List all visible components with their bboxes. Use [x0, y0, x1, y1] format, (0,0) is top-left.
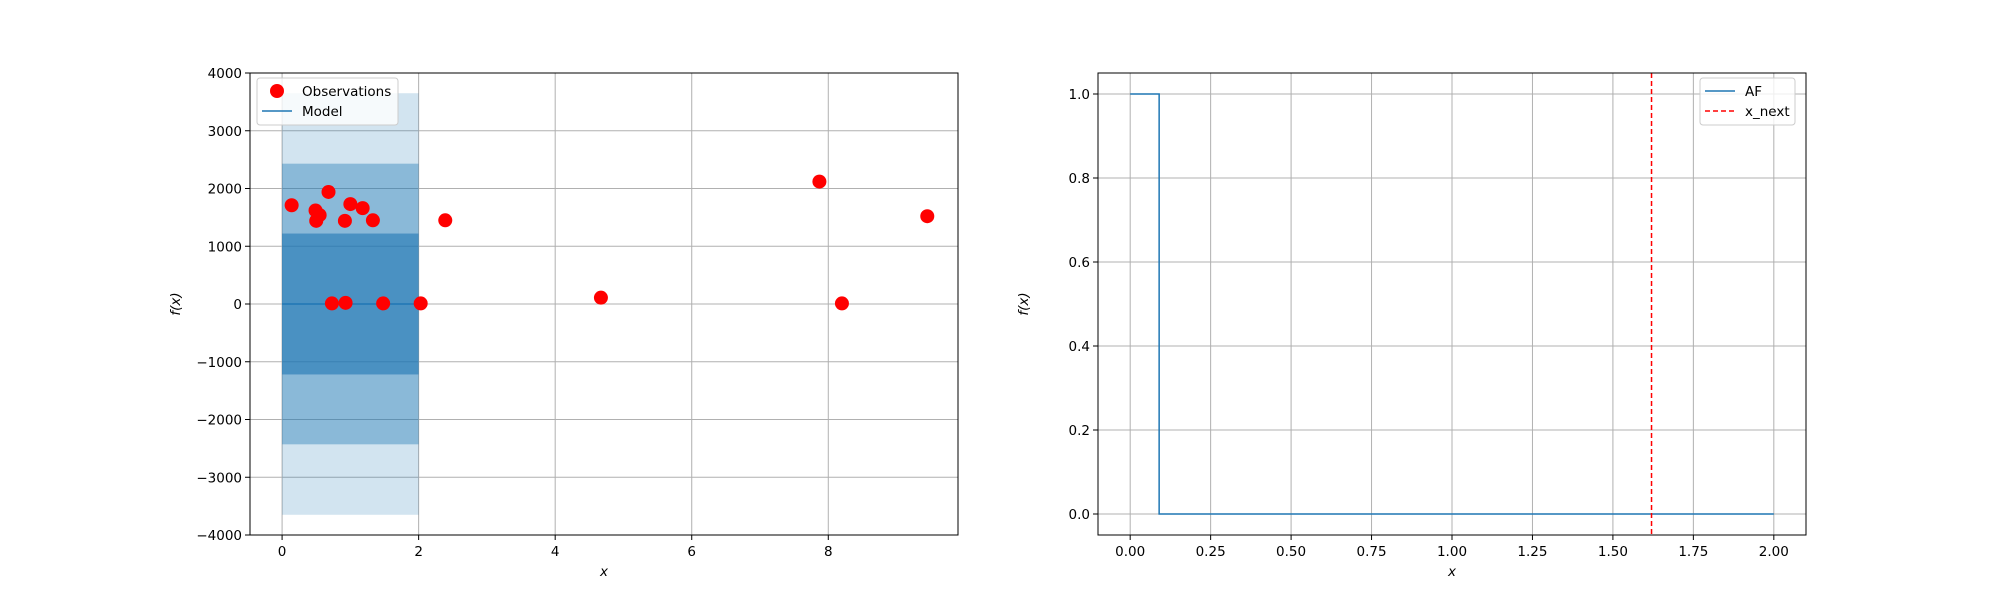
axis-ticks: 0 2 4 6 8 −4000 −3000 −2000 −1000 0 1000 2000 3000 40…	[196, 66, 832, 560]
legend-observations-label: Observations	[302, 84, 391, 100]
af-lines	[1130, 73, 1774, 535]
legend-x-next-label: x_next	[1745, 104, 1790, 120]
x-tick-label: 6	[687, 544, 696, 560]
y-tick-label: −2000	[196, 413, 242, 429]
x-tick-label: 1.75	[1678, 544, 1708, 560]
x-tick-label: 1.00	[1437, 544, 1467, 560]
x-tick-label: 1.50	[1598, 544, 1628, 560]
observation-point	[343, 197, 358, 212]
y-tick-label: 1.0	[1069, 87, 1090, 103]
y-tick-label: −3000	[196, 470, 242, 486]
observation-point	[324, 296, 339, 311]
x-tick-label: 2.00	[1759, 544, 1789, 560]
axes-frame	[1097, 72, 1807, 536]
x-tick-label: 0.50	[1276, 544, 1306, 560]
legend-box	[256, 77, 399, 126]
y-tick-label: 4000	[208, 66, 242, 82]
y-tick-label: 0.2	[1069, 423, 1090, 439]
y-tick-label: −4000	[196, 528, 242, 544]
y-tick-label: −1000	[196, 355, 242, 371]
y-tick-label: 2000	[208, 182, 242, 198]
observation-point	[337, 213, 352, 228]
observation-points	[284, 174, 935, 311]
x-tick-label: 0.00	[1115, 544, 1145, 560]
x-axis-label: x	[599, 564, 609, 580]
x-axis-label: x	[1447, 564, 1457, 580]
legend-box	[1699, 77, 1796, 126]
observation-point	[355, 201, 370, 216]
observation-point	[284, 198, 299, 213]
x-tick-label: 8	[824, 544, 833, 560]
gp-model-plot: 0 2 4 6 8 −4000 −3000 −2000 −1000 0 1000 2000 3000 40…	[168, 66, 959, 580]
observation-point	[438, 213, 453, 228]
observation-point	[312, 208, 327, 223]
legend: Observations Model	[256, 77, 399, 126]
legend-af-label: AF	[1745, 84, 1762, 100]
x-tick-label: 0.75	[1357, 544, 1387, 560]
y-tick-label: 0	[233, 297, 242, 313]
x-tick-label: 0.25	[1196, 544, 1226, 560]
observation-point	[365, 213, 380, 228]
legend-observations-marker	[270, 84, 284, 98]
legend: AF x_next	[1699, 77, 1796, 126]
observation-point	[834, 296, 849, 311]
observation-point	[920, 209, 935, 224]
x-tick-label: 2	[414, 544, 423, 560]
y-axis-label: f(x)	[1016, 292, 1032, 315]
y-axis-label: f(x)	[168, 292, 184, 315]
observation-point	[593, 290, 608, 305]
y-tick-label: 0.0	[1069, 507, 1090, 523]
y-tick-label: 1000	[208, 239, 242, 255]
axis-ticks: 0.00 0.25 0.50 0.75 1.00 1.25 1.50 1.75 2.00 0.0 0…	[1069, 87, 1789, 560]
observation-point	[376, 296, 391, 311]
y-tick-label: 0.8	[1069, 171, 1090, 187]
axes-frame	[249, 72, 959, 536]
observation-point	[338, 295, 353, 310]
legend-model-label: Model	[302, 104, 343, 120]
acquisition-function-plot: 0.00 0.25 0.50 0.75 1.00 1.25 1.50 1.75 2.00 0.0 0…	[1016, 72, 1807, 580]
observation-point	[413, 296, 428, 311]
observation-point	[321, 184, 336, 199]
observation-point	[812, 174, 827, 189]
x-tick-label: 0	[278, 544, 287, 560]
af-line	[1130, 93, 1774, 515]
y-tick-label: 3000	[208, 124, 242, 140]
x-tick-label: 4	[551, 544, 560, 560]
y-tick-label: 0.4	[1069, 339, 1090, 355]
y-tick-label: 0.6	[1069, 255, 1090, 271]
x-tick-label: 1.25	[1517, 544, 1547, 560]
